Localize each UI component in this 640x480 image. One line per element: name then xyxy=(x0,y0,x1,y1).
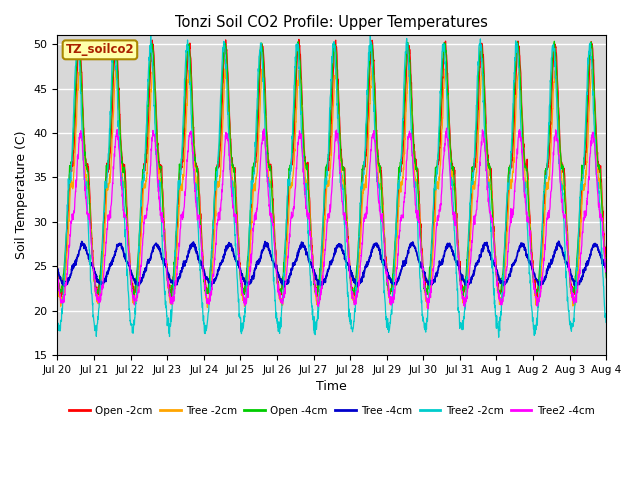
Tree2 -2cm xyxy=(207,277,214,283)
Open -2cm xyxy=(348,289,356,295)
Tree2 -4cm xyxy=(554,146,562,152)
Open -2cm xyxy=(295,36,303,42)
Tree -4cm xyxy=(281,284,289,290)
Tree -4cm xyxy=(555,239,563,244)
Tree -4cm xyxy=(570,278,577,284)
Open -4cm xyxy=(554,106,562,112)
Open -2cm xyxy=(554,90,562,96)
Tree2 -2cm xyxy=(602,320,610,325)
Open -4cm xyxy=(167,294,175,300)
Open -4cm xyxy=(492,265,499,271)
Open -4cm xyxy=(602,275,610,281)
Open -2cm xyxy=(207,276,214,281)
X-axis label: Time: Time xyxy=(316,380,347,393)
Title: Tonzi Soil CO2 Profile: Upper Temperatures: Tonzi Soil CO2 Profile: Upper Temperatur… xyxy=(175,15,488,30)
Tree -4cm xyxy=(207,278,214,284)
Tree2 -2cm xyxy=(360,169,367,175)
Text: TZ_soilco2: TZ_soilco2 xyxy=(66,43,134,56)
Tree2 -2cm xyxy=(54,321,61,326)
Tree -4cm xyxy=(602,268,610,274)
Y-axis label: Soil Temperature (C): Soil Temperature (C) xyxy=(15,131,28,259)
Open -2cm xyxy=(602,269,610,275)
Tree2 -4cm xyxy=(54,273,61,278)
Tree2 -4cm xyxy=(207,293,214,299)
Tree -2cm xyxy=(207,288,214,293)
Open -2cm xyxy=(492,253,499,259)
Tree -2cm xyxy=(424,305,431,311)
Open -4cm xyxy=(360,164,367,169)
Tree -2cm xyxy=(570,300,577,305)
Open -4cm xyxy=(54,275,61,281)
Tree2 -2cm xyxy=(495,335,502,340)
Tree2 -4cm xyxy=(424,306,432,312)
Tree2 -2cm xyxy=(348,324,355,330)
Line: Open -2cm: Open -2cm xyxy=(58,39,606,300)
Open -2cm xyxy=(360,165,368,171)
Tree -2cm xyxy=(492,260,499,265)
Tree -2cm xyxy=(554,115,562,120)
Tree2 -2cm xyxy=(554,140,562,146)
Line: Tree -2cm: Tree -2cm xyxy=(58,65,606,308)
Tree -4cm xyxy=(554,242,562,248)
Tree2 -2cm xyxy=(367,33,374,38)
Tree -2cm xyxy=(602,270,610,276)
Tree -4cm xyxy=(492,262,499,268)
Open -4cm xyxy=(570,288,577,294)
Tree -2cm xyxy=(360,181,367,187)
Line: Open -4cm: Open -4cm xyxy=(58,41,606,297)
Line: Tree2 -2cm: Tree2 -2cm xyxy=(58,36,606,337)
Open -2cm xyxy=(570,289,577,295)
Tree2 -4cm xyxy=(443,125,451,131)
Tree -4cm xyxy=(360,269,367,275)
Tree2 -2cm xyxy=(570,316,577,322)
Tree2 -4cm xyxy=(570,290,577,296)
Tree2 -4cm xyxy=(360,222,367,228)
Open -4cm xyxy=(207,264,214,270)
Tree2 -2cm xyxy=(492,312,499,318)
Line: Tree -4cm: Tree -4cm xyxy=(58,241,606,287)
Tree -2cm xyxy=(348,288,356,294)
Tree -4cm xyxy=(54,266,61,272)
Legend: Open -2cm, Tree -2cm, Open -4cm, Tree -4cm, Tree2 -2cm, Tree2 -4cm: Open -2cm, Tree -2cm, Open -4cm, Tree -4… xyxy=(65,402,598,420)
Open -4cm xyxy=(550,38,558,44)
Tree2 -4cm xyxy=(348,291,355,297)
Tree2 -4cm xyxy=(492,262,499,268)
Open -2cm xyxy=(54,262,61,267)
Open -4cm xyxy=(348,286,356,292)
Tree2 -4cm xyxy=(602,270,610,276)
Tree -2cm xyxy=(259,62,267,68)
Open -2cm xyxy=(168,297,175,302)
Tree -2cm xyxy=(54,270,61,276)
Tree -4cm xyxy=(348,271,356,277)
Line: Tree2 -4cm: Tree2 -4cm xyxy=(58,128,606,309)
